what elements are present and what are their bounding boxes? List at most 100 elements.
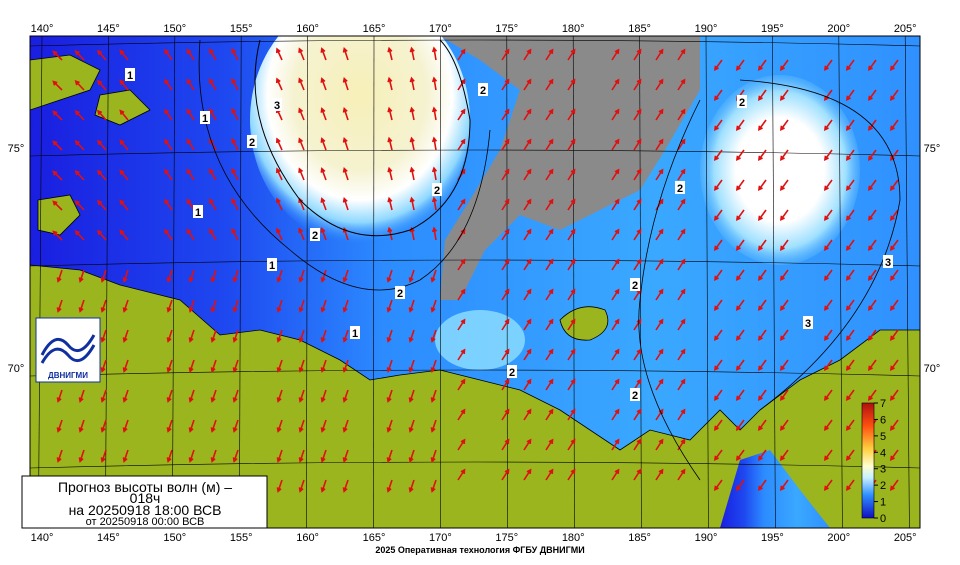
wave-arrow	[188, 299, 195, 313]
wave-arrow	[232, 299, 239, 313]
wave-arrow	[342, 449, 349, 463]
wave-arrow	[757, 479, 767, 492]
wave-arrow	[655, 198, 664, 211]
wave-arrow	[567, 138, 576, 151]
wave-arrow	[523, 288, 532, 301]
island	[94, 89, 151, 126]
lon-label: 160°	[296, 23, 319, 35]
wave-arrow	[867, 329, 877, 342]
wave-arrow	[231, 77, 239, 91]
wave-arrow	[409, 196, 415, 211]
meridian	[705, 36, 709, 528]
wave-arrow	[119, 169, 129, 181]
wave-arrow	[342, 299, 349, 313]
wave-arrow	[611, 438, 620, 451]
wave-arrow	[823, 449, 833, 462]
wave-arrow	[74, 140, 85, 151]
contour-label: 1	[352, 328, 358, 340]
wave-arrow	[430, 299, 437, 313]
wave-arrow	[501, 138, 510, 151]
wave-arrow	[677, 258, 686, 271]
wave-arrow	[78, 299, 85, 313]
wave-arrow	[823, 179, 833, 192]
wave-arrow	[779, 299, 789, 312]
wave-arrow	[387, 106, 393, 121]
wave-arrow	[889, 119, 899, 132]
wave-arrow	[611, 288, 620, 301]
meridian	[172, 36, 176, 528]
wave-arrow	[78, 269, 85, 283]
lon-label: 205°	[894, 23, 917, 35]
wave-arrow	[320, 77, 327, 91]
wave-arrow	[867, 239, 877, 252]
wave-arrow	[845, 149, 855, 162]
wave-arrow	[386, 299, 393, 313]
wave-arrow	[298, 77, 305, 91]
parallel	[30, 461, 920, 469]
lat-label: 70°	[8, 363, 25, 375]
wave-arrow	[386, 359, 393, 373]
legend-valid: на 20250918 18:00 ВСВ	[69, 502, 222, 518]
contour-label-bg	[310, 228, 320, 241]
wave-arrow	[523, 48, 532, 61]
wave-arrow	[276, 359, 283, 373]
lon-label: 190°	[695, 532, 718, 544]
wave-arrow	[845, 239, 855, 252]
wave-arrow	[276, 389, 283, 403]
wave-arrow	[186, 48, 195, 61]
wave-arrow	[320, 197, 327, 211]
wave-arrow	[889, 479, 899, 492]
contour-label: 1	[202, 113, 208, 125]
wave-arrow	[757, 419, 767, 432]
legend-title: Прогноз высоты волн (м) –	[58, 479, 232, 495]
wave-arrow	[611, 258, 620, 271]
contour	[254, 39, 471, 237]
wave-arrow	[611, 138, 620, 151]
colorbar-label: 7	[880, 398, 886, 410]
wave-arrow	[713, 299, 723, 312]
wave-arrow	[889, 239, 899, 252]
meridian	[772, 36, 776, 528]
contour-label-bg	[200, 111, 210, 124]
wave-arrow	[119, 109, 129, 121]
wave-arrow	[100, 329, 107, 343]
wave-arrow	[677, 378, 686, 391]
wave-arrow	[298, 107, 305, 121]
wave-arrow	[523, 468, 532, 481]
logo-text: ДВНИГМИ	[48, 371, 88, 380]
wave-arrow	[231, 107, 239, 121]
wave-arrow	[457, 78, 466, 91]
wave-arrow	[677, 138, 686, 151]
wave-arrow	[633, 318, 642, 331]
wave-arrow	[567, 378, 576, 391]
wave-arrow	[74, 80, 85, 91]
wave-arrow	[655, 438, 664, 451]
wave-arrow	[210, 389, 217, 403]
wave-arrow	[457, 48, 466, 61]
wave-arrow	[823, 359, 833, 372]
wave-arrow	[845, 59, 855, 72]
wave-arrow	[52, 200, 63, 211]
meridian	[506, 36, 508, 528]
contour-label: 2	[632, 280, 638, 292]
wave-arrow	[387, 196, 393, 211]
wave-arrow	[545, 378, 554, 391]
wave-arrow	[186, 78, 195, 91]
lon-label: 140°	[31, 532, 54, 544]
wave-arrow	[501, 258, 510, 271]
wave-arrow	[611, 408, 620, 421]
wave-arrow	[845, 89, 855, 102]
wave-arrow	[757, 329, 767, 342]
colorbar-label: 1	[880, 497, 886, 509]
island	[30, 54, 101, 111]
wave-arrow	[713, 89, 723, 102]
contour-label-bg	[395, 286, 405, 299]
lon-label: 165°	[363, 532, 386, 544]
colorbar-label: 6	[880, 414, 886, 426]
wave-arrow	[387, 76, 393, 91]
wave-arrow	[431, 196, 438, 211]
wave-arrow	[96, 139, 107, 151]
island	[37, 194, 81, 236]
wave-arrow	[342, 137, 349, 151]
wave-arrow	[501, 168, 510, 181]
